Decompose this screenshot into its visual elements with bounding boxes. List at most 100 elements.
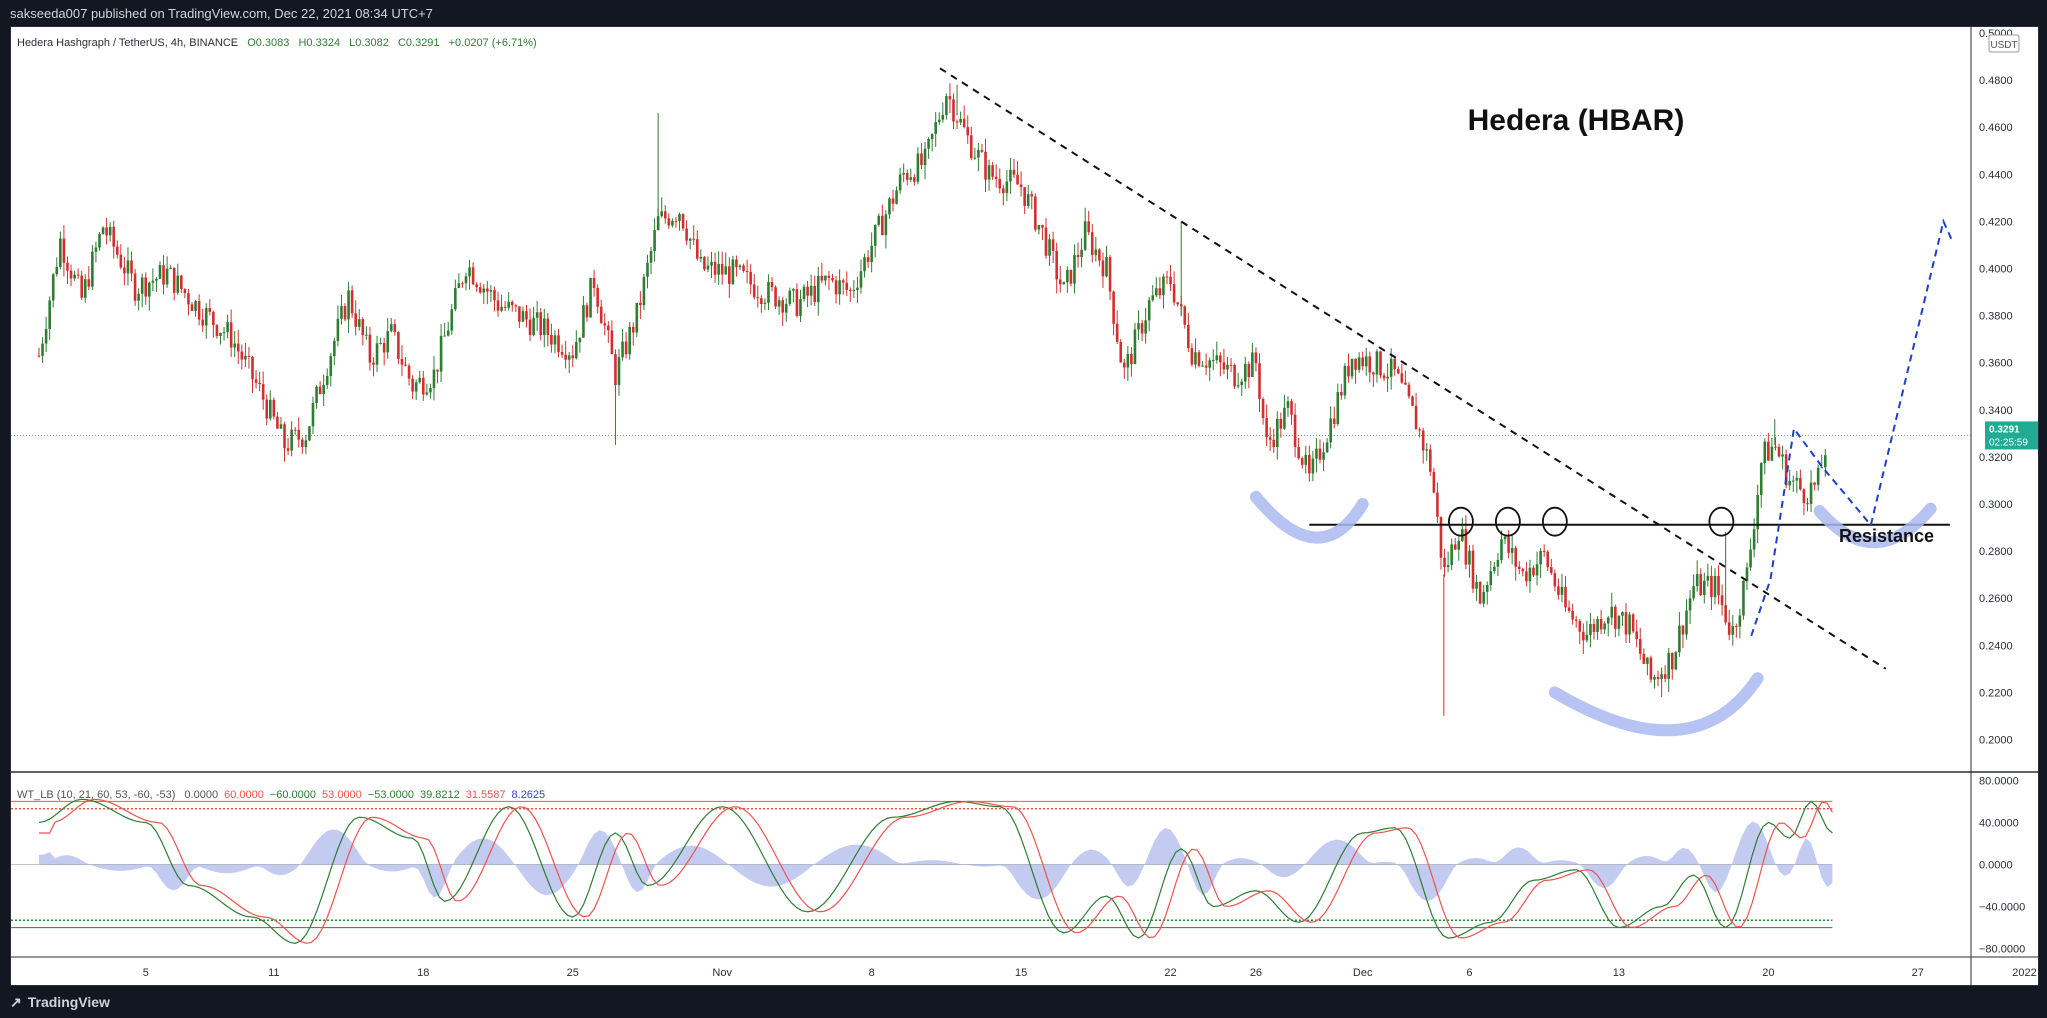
candle-body: [756, 297, 760, 299]
price-tick-label: 0.2200: [1979, 687, 2013, 699]
candle-body: [137, 293, 140, 301]
candle-body: [1283, 407, 1286, 429]
candle-body: [1034, 196, 1037, 230]
candle-body: [585, 305, 589, 318]
candle-body: [1165, 276, 1169, 278]
candle-body: [389, 324, 393, 332]
candle-body: [432, 369, 436, 389]
currency-badge[interactable]: [1988, 34, 2020, 53]
oscillator-value: 60.0000: [224, 789, 264, 801]
candle-body: [841, 280, 845, 283]
candle-body: [774, 287, 777, 307]
candle-body: [1656, 676, 1660, 680]
candle-body: [1756, 494, 1759, 530]
candle-body: [1350, 358, 1354, 377]
candle-body: [240, 351, 244, 360]
candle-body: [507, 301, 510, 308]
candle-body: [112, 226, 116, 247]
candle-body: [1571, 611, 1574, 620]
candle-body: [760, 298, 763, 304]
candle-body: [1738, 615, 1742, 627]
candle-body: [717, 263, 720, 275]
candle-body: [1222, 362, 1226, 370]
candle-body: [222, 332, 226, 334]
time-tick-label: 13: [1613, 967, 1625, 979]
candle-body: [208, 308, 212, 312]
candle-body: [1649, 657, 1653, 680]
candle-body: [354, 313, 357, 327]
candle-body: [464, 276, 468, 284]
candle-body: [838, 280, 841, 295]
candle-body: [1767, 441, 1770, 461]
candle-body: [695, 239, 699, 259]
candle-body: [1308, 454, 1311, 474]
candle-body: [1215, 355, 1219, 361]
low-value: L0.3082: [349, 37, 389, 49]
candle-body: [1386, 376, 1389, 379]
candle-body: [763, 302, 767, 304]
candle-body: [1706, 575, 1710, 581]
candle-body: [1446, 565, 1450, 568]
candle-body: [503, 306, 507, 308]
candle-body: [1122, 362, 1126, 368]
candle-body: [802, 286, 806, 299]
candle-body: [1098, 249, 1101, 261]
candle-body: [283, 424, 286, 449]
candle-body: [454, 287, 457, 310]
candle-body: [610, 330, 614, 355]
candle-body: [927, 138, 930, 149]
price-tick-label: 0.2400: [1979, 640, 2013, 652]
candle-body: [1770, 446, 1774, 461]
candle-body: [966, 127, 970, 136]
candle-body: [905, 173, 909, 180]
candle-body: [1759, 463, 1763, 495]
candle-body: [795, 289, 799, 316]
candle-body: [55, 266, 59, 275]
candle-body: [1631, 614, 1635, 632]
candle-body: [1201, 365, 1204, 367]
candle-body: [439, 335, 443, 372]
candle-body: [1169, 276, 1172, 285]
oscillator-pane[interactable]: [11, 798, 1833, 944]
chart-svg[interactable]: 0.50000.48000.46000.44000.42000.40000.38…: [11, 27, 2038, 985]
candle-body: [1329, 418, 1332, 443]
candle-body: [1418, 429, 1421, 431]
candle-body: [233, 343, 237, 348]
candle-body: [407, 365, 411, 379]
candle-body: [1211, 360, 1215, 362]
candle-body: [1453, 544, 1457, 550]
candle-body: [895, 190, 898, 204]
candle-body: [1251, 352, 1254, 377]
candle-body: [792, 289, 795, 291]
candle-body: [1204, 365, 1208, 368]
candle-body: [1048, 239, 1051, 256]
candle-body: [204, 308, 208, 326]
candle-body: [1233, 365, 1236, 387]
candle-body: [1432, 471, 1436, 493]
candle-body: [101, 227, 105, 234]
candle-body: [1557, 586, 1560, 595]
candle-body: [706, 265, 710, 270]
candle-body: [728, 266, 731, 285]
candle-body: [980, 149, 984, 152]
candle-body: [898, 174, 902, 191]
tradingview-brand[interactable]: ↗ TradingView: [10, 994, 110, 1011]
candle-body: [1642, 653, 1646, 664]
candle-body: [1496, 559, 1500, 567]
candle-body: [1016, 174, 1019, 185]
candle-body: [589, 277, 592, 318]
candle-body: [404, 364, 407, 366]
price-pane[interactable]: [11, 83, 1971, 716]
candle-body: [379, 343, 382, 345]
candle-body: [1083, 221, 1087, 250]
candle-body: [596, 287, 599, 307]
candle-body: [952, 99, 955, 122]
oscillator-legend: WT_LB (10, 21, 60, 53, -60, -53) 0.0000 6…: [17, 789, 545, 801]
candle-body: [347, 290, 350, 320]
candle-body: [777, 300, 781, 307]
candle-body: [820, 275, 824, 281]
candle-body: [560, 351, 564, 355]
candle-body: [1254, 352, 1258, 364]
candle-body: [639, 302, 642, 306]
candle-body: [1400, 373, 1404, 383]
